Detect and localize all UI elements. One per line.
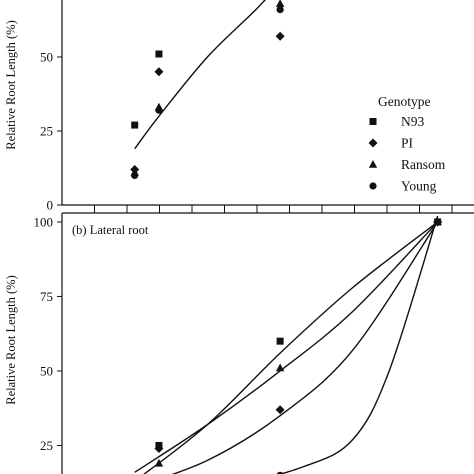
data-point-young bbox=[155, 106, 163, 114]
data-point-pi bbox=[154, 67, 164, 77]
legend-item: PI bbox=[368, 136, 414, 151]
legend-marker-square bbox=[369, 118, 377, 125]
data-point-n93 bbox=[131, 121, 139, 129]
legend-item: N93 bbox=[369, 114, 424, 129]
chart-panel-1: 0255075Relative Root Length (%) bbox=[4, 0, 474, 213]
legend-marker-diamond bbox=[368, 138, 378, 148]
plot-area bbox=[130, 0, 285, 179]
y-tick-label: 25 bbox=[40, 438, 53, 453]
legend-label: PI bbox=[401, 136, 414, 151]
legend-marker-triangle bbox=[368, 160, 378, 168]
legend-item: Young bbox=[369, 179, 437, 194]
y-tick-label: 50 bbox=[40, 363, 53, 378]
legend-label: Young bbox=[401, 179, 437, 194]
y-axis-label: Relative Root Length (%) bbox=[4, 20, 18, 149]
legend-item: Ransom bbox=[368, 157, 446, 172]
legend: Genotype N93 PI Ransom Young bbox=[368, 94, 446, 194]
data-point-young bbox=[276, 471, 284, 474]
data-point-young bbox=[131, 171, 139, 179]
y-tick-label: 25 bbox=[40, 123, 53, 138]
data-point-n93 bbox=[155, 50, 163, 58]
data-point-young bbox=[434, 218, 442, 226]
panel-label: (b) Lateral root bbox=[72, 223, 149, 237]
y-tick-label: 75 bbox=[40, 289, 53, 304]
fit-curve-1 bbox=[134, 0, 266, 150]
y-axis-label: Relative Root Length (%) bbox=[4, 275, 18, 404]
data-point-ransom bbox=[275, 363, 285, 372]
y-tick-label: 100 bbox=[34, 214, 54, 229]
data-point-pi bbox=[154, 443, 164, 453]
y-tick-label: 0 bbox=[47, 198, 54, 213]
data-point-pi bbox=[275, 31, 285, 41]
data-point-young bbox=[276, 6, 284, 14]
legend-label: N93 bbox=[401, 114, 424, 129]
chart-panel-2: 25 50 75 100 Relative Root Length (%) (b) Lat… bbox=[4, 208, 474, 474]
legend-label: Ransom bbox=[401, 157, 446, 172]
data-point-pi bbox=[275, 405, 285, 415]
legend-marker-circle bbox=[369, 182, 377, 190]
y-tick-label: 50 bbox=[40, 49, 53, 64]
fit-curve-3 bbox=[171, 221, 439, 474]
legend-title: Genotype bbox=[378, 94, 430, 109]
data-point-ransom bbox=[154, 458, 164, 467]
fit-curve-1 bbox=[143, 221, 439, 474]
data-point-ransom bbox=[275, 0, 285, 7]
fit-curve-4 bbox=[278, 215, 439, 474]
plot-area bbox=[134, 215, 443, 474]
data-point-n93 bbox=[276, 337, 284, 345]
